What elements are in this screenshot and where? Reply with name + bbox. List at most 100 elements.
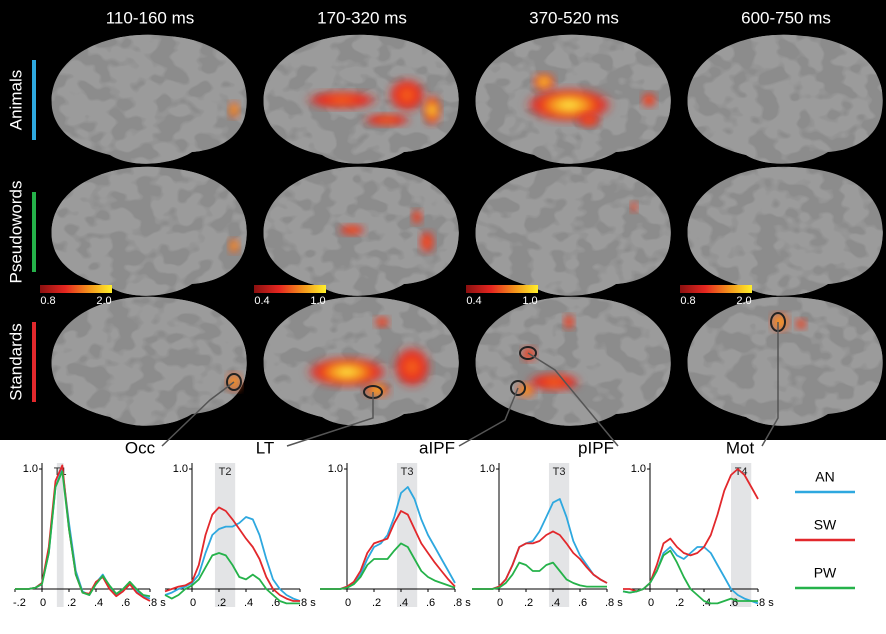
- series-line: [164, 552, 300, 605]
- region-connector: [286, 392, 374, 447]
- activation: [411, 209, 423, 225]
- x-tick-label: .8 s: [605, 597, 623, 609]
- activation: [387, 77, 427, 113]
- x-tick-label: .4: [244, 597, 253, 609]
- x-tick-label: .8 s: [148, 597, 166, 609]
- x-tick-label: .2: [67, 597, 76, 609]
- x-tick-label: -.2: [13, 597, 26, 609]
- activation: [305, 356, 389, 388]
- series-line: [320, 510, 456, 590]
- x-tick-label: 0: [190, 597, 196, 609]
- y-tick-label: 1.0: [23, 463, 38, 475]
- x-tick-label: .2: [524, 597, 533, 609]
- activation: [532, 72, 556, 92]
- series-line: [15, 464, 151, 602]
- series-line: [622, 549, 758, 605]
- brain-surface: [475, 296, 671, 426]
- activation: [526, 372, 582, 392]
- x-tick-label: 0: [345, 597, 351, 609]
- brain-surface: [51, 166, 247, 296]
- brain-surface: [475, 166, 671, 296]
- colorbar: [40, 285, 112, 293]
- activation: [795, 318, 807, 330]
- activation: [770, 312, 790, 332]
- activation: [419, 230, 435, 254]
- time-window: [396, 463, 418, 607]
- brain-surface: [687, 166, 883, 296]
- x-tick-label: .2: [217, 597, 226, 609]
- x-tick-label: .6: [578, 597, 587, 609]
- colorbar: [254, 285, 326, 293]
- legend-label: SW: [814, 517, 837, 533]
- region-label: pIPF: [578, 438, 614, 457]
- y-tick-label: 1.0: [480, 463, 495, 475]
- activation: [422, 94, 442, 126]
- region-connector: [161, 381, 235, 447]
- colorbar-tick-label: 2.0: [736, 295, 751, 307]
- time-window-label: T2: [219, 466, 232, 478]
- region-label: Mot: [726, 438, 755, 457]
- y-tick-label: 1.0: [173, 463, 188, 475]
- colorbar: [466, 285, 538, 293]
- activation: [641, 92, 657, 108]
- column-header: 110-160 ms: [106, 8, 195, 27]
- region-connector: [458, 387, 519, 447]
- roi-outline: [519, 346, 537, 360]
- colorbar-tick-label: 2.0: [96, 295, 111, 307]
- x-tick-label: .6: [729, 597, 738, 609]
- time-window: [731, 463, 752, 607]
- colorbar-tick-label: 0.8: [40, 295, 55, 307]
- region-label: Occ: [125, 438, 156, 457]
- x-tick-label: 0: [40, 597, 46, 609]
- region-connector: [761, 322, 779, 447]
- colorbar-tick-label: 1.0: [310, 295, 325, 307]
- series-line: [164, 516, 301, 602]
- y-tick-label: 1.0: [631, 463, 646, 475]
- activation: [362, 113, 412, 127]
- region-label: aIPF: [419, 438, 455, 457]
- row-color-bar: [32, 60, 36, 140]
- time-window: [214, 463, 236, 607]
- x-tick-label: .4: [702, 597, 711, 609]
- activation: [577, 112, 601, 128]
- series-line: [472, 561, 607, 590]
- column-header: 170-320 ms: [317, 8, 407, 27]
- x-tick-label: .4: [551, 597, 560, 609]
- x-tick-label: .4: [94, 597, 103, 609]
- x-tick-label: .2: [372, 597, 381, 609]
- series-line: [472, 498, 608, 590]
- activation: [392, 345, 432, 389]
- series-line: [472, 530, 608, 590]
- region-connector: [527, 352, 619, 447]
- series-line: [15, 468, 151, 600]
- time-window-label: T3: [401, 466, 414, 478]
- roi-outline: [226, 373, 242, 391]
- legend-label: AN: [815, 469, 834, 485]
- x-tick-label: 0: [497, 597, 503, 609]
- activation: [228, 238, 240, 254]
- region-label: LT: [256, 438, 275, 457]
- brain-surface: [51, 34, 247, 164]
- column-header: 600-750 ms: [741, 8, 831, 27]
- x-tick-label: .8 s: [298, 597, 316, 609]
- colorbar-tick-label: 0.4: [254, 295, 269, 307]
- row-label: Pseudowords: [6, 180, 25, 283]
- row-color-bar: [32, 322, 36, 402]
- series-line: [164, 506, 300, 602]
- column-header: 370-520 ms: [529, 8, 619, 27]
- x-tick-label: .8 s: [453, 597, 471, 609]
- brain-surface: [687, 296, 883, 426]
- colorbar: [680, 285, 752, 293]
- row-color-bar: [32, 192, 36, 272]
- legend-label: PW: [814, 565, 837, 581]
- time-window: [56, 463, 64, 607]
- colorbar-tick-label: 1.0: [522, 295, 537, 307]
- activation: [374, 316, 390, 328]
- x-tick-label: 0: [648, 597, 654, 609]
- activation: [630, 201, 638, 213]
- brain-surface: [51, 296, 247, 426]
- activation: [304, 90, 380, 110]
- row-label: Standards: [6, 323, 25, 401]
